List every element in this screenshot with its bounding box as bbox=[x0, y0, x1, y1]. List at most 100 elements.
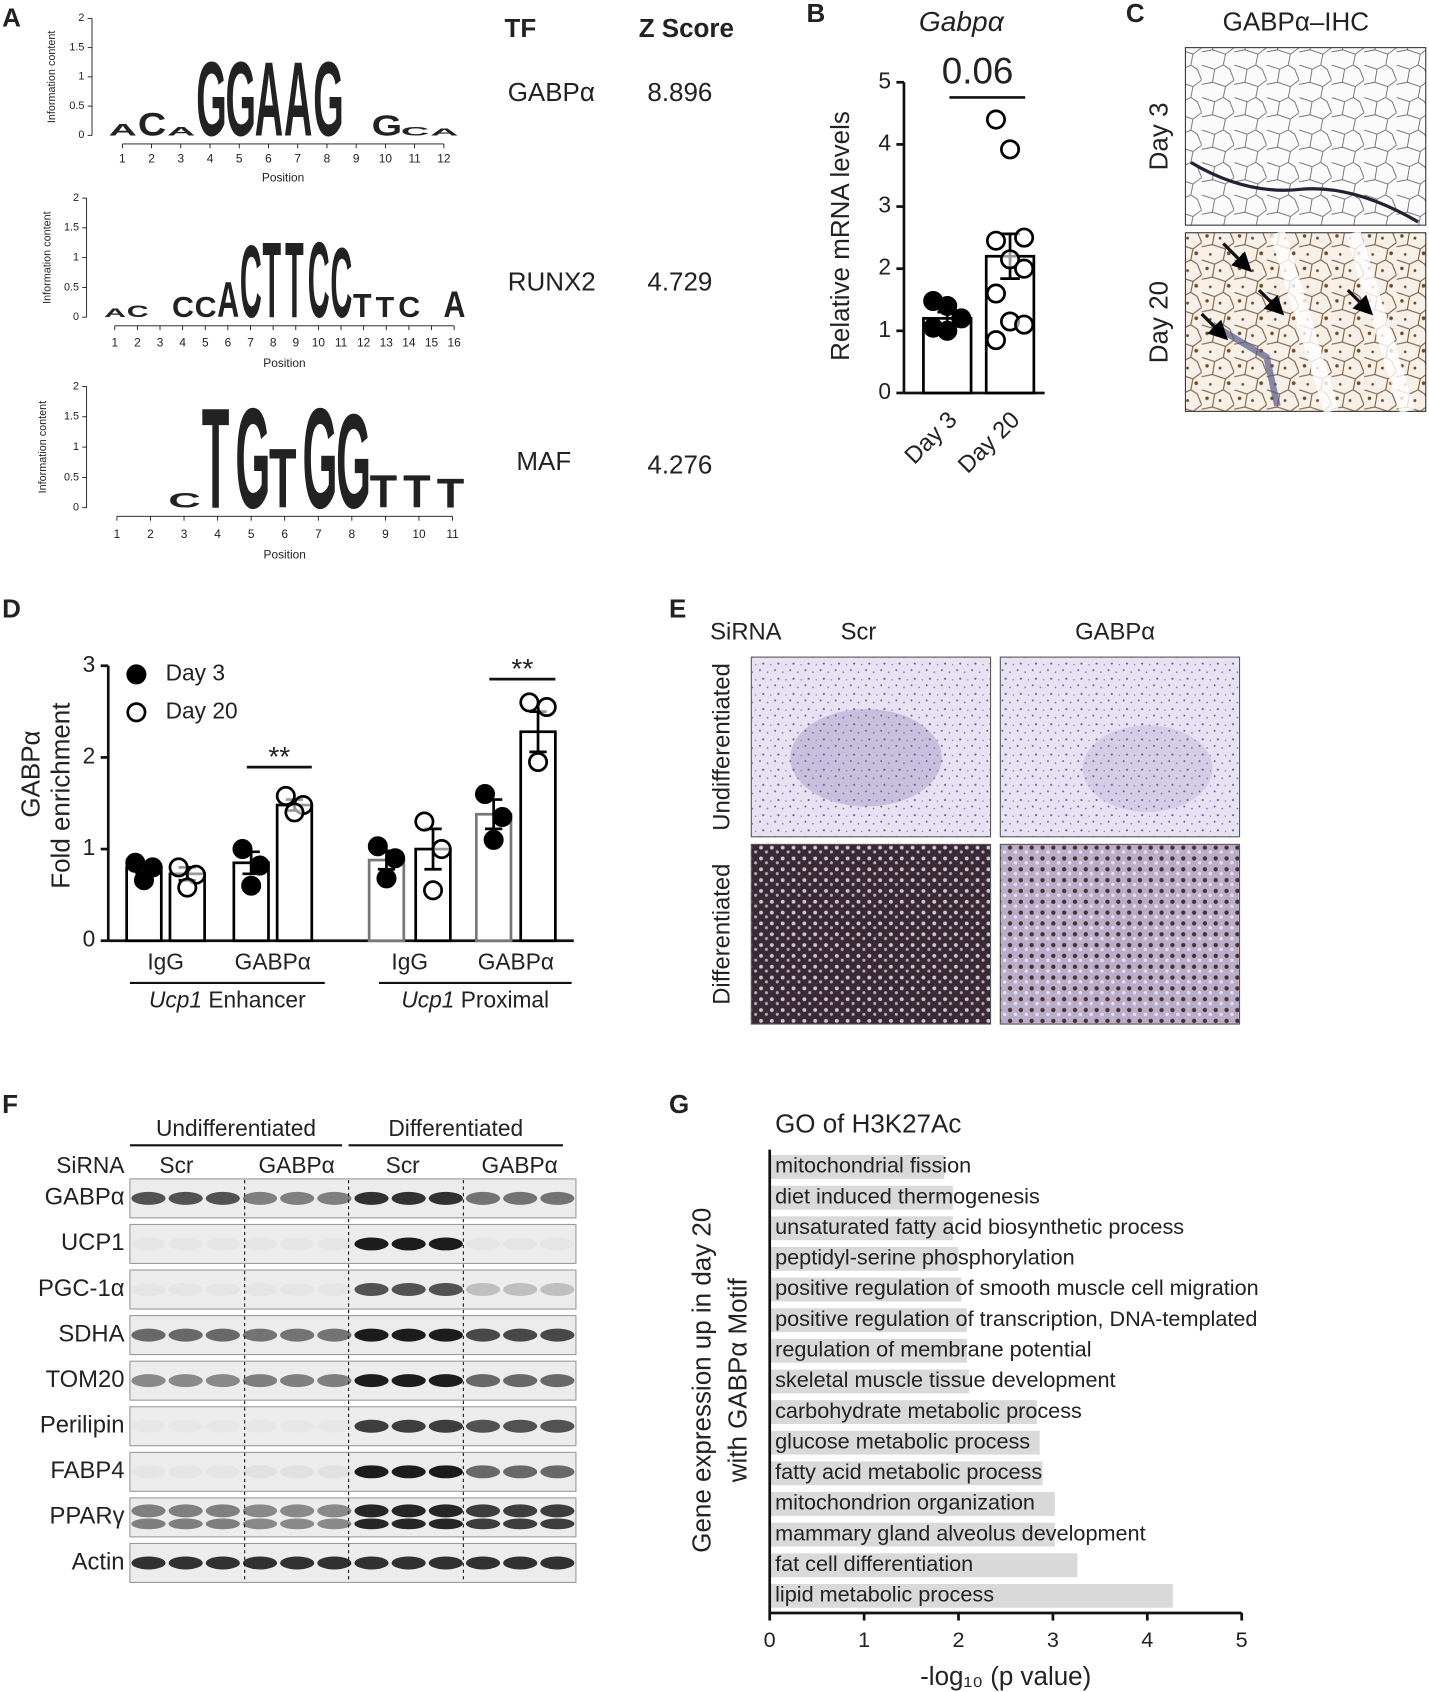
blot-band bbox=[243, 1283, 277, 1296]
y-tick-label: 1.5 bbox=[69, 41, 84, 53]
logo-letter: C bbox=[127, 303, 149, 321]
blot-band bbox=[169, 1283, 203, 1296]
category-label: regulation of membrane potential bbox=[775, 1337, 1091, 1362]
logo-letter: G bbox=[313, 40, 344, 158]
group-label: Ucp1 Enhancer bbox=[149, 986, 306, 1012]
category-label: unsaturated fatty acid biosynthetic proc… bbox=[775, 1214, 1184, 1239]
blot-band bbox=[391, 1465, 426, 1479]
y-tick-label: 0.5 bbox=[64, 471, 79, 483]
blot-band bbox=[317, 1556, 352, 1570]
blot-band bbox=[540, 1504, 575, 1518]
logo-letter: A bbox=[217, 273, 239, 328]
blot-strip bbox=[129, 1542, 577, 1583]
logo-letter: T bbox=[403, 466, 431, 518]
stain-cluster bbox=[1082, 725, 1213, 812]
protein-label: PPARγ bbox=[50, 1503, 125, 1530]
blot-band bbox=[242, 1556, 278, 1570]
x-tick-label: 3 bbox=[177, 151, 184, 165]
gene-name: Ucp1 bbox=[401, 986, 454, 1012]
data-point bbox=[519, 692, 540, 713]
blot-band bbox=[280, 1328, 315, 1342]
protein-label: FABP4 bbox=[50, 1457, 124, 1484]
significance-label: ** bbox=[511, 653, 533, 684]
blot-band bbox=[540, 1374, 575, 1388]
logo-letter: G bbox=[303, 380, 338, 539]
blot-band bbox=[428, 1504, 463, 1518]
blot-band bbox=[243, 1420, 277, 1433]
logo-letter: A bbox=[104, 306, 126, 320]
y-tick-label: 5 bbox=[878, 67, 891, 93]
x-axis-label: Position bbox=[263, 356, 305, 370]
sirna-label: SiRNA bbox=[710, 619, 782, 646]
blot-band bbox=[317, 1420, 351, 1433]
blot-band bbox=[503, 1283, 538, 1297]
y-tick-label: 1 bbox=[73, 441, 79, 453]
blot-band bbox=[503, 1237, 537, 1250]
group-label: Scr bbox=[159, 1152, 194, 1178]
blot-strip bbox=[129, 1406, 577, 1447]
blot-band bbox=[354, 1504, 389, 1518]
blot-band bbox=[317, 1283, 351, 1296]
y-axis-label: Fold enrichment bbox=[46, 702, 76, 889]
logo-letter: C bbox=[195, 292, 217, 324]
bar bbox=[769, 1430, 1040, 1455]
x-tick-label: 6 bbox=[225, 335, 232, 349]
blot-band bbox=[205, 1518, 240, 1530]
blot-band bbox=[131, 1283, 165, 1296]
blot-band bbox=[242, 1518, 278, 1530]
blot-band bbox=[168, 1504, 203, 1518]
logo-letter: C bbox=[330, 228, 352, 339]
blot-band bbox=[391, 1556, 426, 1570]
y-tick-label: 1 bbox=[78, 71, 84, 83]
x-tick-label: 6 bbox=[265, 151, 272, 165]
legend-label: Day 3 bbox=[166, 659, 225, 685]
data-point bbox=[232, 839, 253, 860]
blot-band bbox=[503, 1465, 538, 1479]
blot-band bbox=[540, 1283, 575, 1297]
column-label: Scr bbox=[841, 619, 877, 646]
data-point bbox=[168, 857, 189, 878]
blot-band bbox=[503, 1518, 538, 1530]
x-tick-label: 7 bbox=[247, 335, 254, 349]
logo-letter: C bbox=[401, 125, 429, 138]
blot-band bbox=[317, 1374, 352, 1388]
logo-letter: T bbox=[262, 219, 281, 340]
x-tick-label: 9 bbox=[292, 335, 299, 349]
x-tick-label: 15 bbox=[425, 335, 439, 349]
protein-label: GABPα bbox=[45, 1184, 125, 1211]
bar bbox=[769, 1185, 953, 1210]
row-label: Differentiated bbox=[708, 864, 735, 1005]
blot-band bbox=[428, 1465, 463, 1479]
y-tick-label: 0 bbox=[878, 378, 891, 404]
data-point bbox=[1014, 258, 1035, 279]
blot-band bbox=[354, 1419, 389, 1433]
blot-band bbox=[465, 1374, 501, 1388]
blot-strip bbox=[129, 1223, 577, 1264]
blot-band bbox=[354, 1328, 389, 1342]
blot-band bbox=[465, 1283, 501, 1297]
blot-band bbox=[354, 1374, 389, 1388]
blot-band bbox=[428, 1328, 463, 1342]
y-axis-label: GABPα bbox=[15, 730, 45, 817]
logo-letter: A bbox=[167, 125, 195, 138]
blot-band bbox=[168, 1191, 203, 1205]
blot-band bbox=[280, 1191, 315, 1205]
logo-letter: G bbox=[372, 110, 403, 142]
blot-band bbox=[391, 1237, 426, 1251]
stain-cluster bbox=[790, 709, 942, 807]
blot-band bbox=[428, 1191, 463, 1205]
protein-label: Perilipin bbox=[40, 1412, 125, 1439]
x-tick-label: 2 bbox=[148, 151, 155, 165]
logo-letter: A bbox=[430, 127, 458, 138]
bar bbox=[769, 1492, 1055, 1516]
x-axis-label: -log₁₀ (p value) bbox=[920, 1661, 1091, 1691]
blot-band bbox=[540, 1191, 575, 1205]
data-point bbox=[241, 875, 262, 896]
blot-band bbox=[205, 1556, 240, 1570]
blot-band bbox=[168, 1518, 203, 1530]
data-point bbox=[951, 308, 972, 329]
blot-band bbox=[169, 1465, 203, 1478]
x-tick-label: 8 bbox=[324, 151, 331, 165]
blot-band bbox=[465, 1556, 501, 1570]
